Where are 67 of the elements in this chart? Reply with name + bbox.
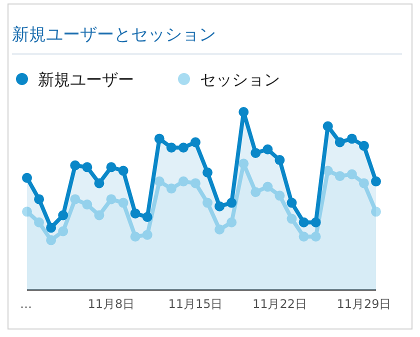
point <box>334 171 345 182</box>
point <box>178 176 188 186</box>
point <box>310 232 321 242</box>
point <box>130 208 140 218</box>
point <box>106 162 116 172</box>
point <box>46 222 56 233</box>
point <box>142 230 152 240</box>
point <box>166 142 176 153</box>
point <box>142 212 152 222</box>
point <box>70 194 80 204</box>
point <box>358 140 369 151</box>
point <box>262 144 273 154</box>
point <box>238 158 249 169</box>
point <box>34 194 44 204</box>
chart-title: 新規ユーザーとセッション <box>12 25 216 45</box>
point <box>358 178 369 188</box>
point <box>118 198 128 208</box>
x-tick-label: 11月22日 <box>252 297 307 311</box>
point <box>190 137 200 148</box>
point <box>346 134 357 144</box>
point <box>298 217 309 228</box>
point <box>130 232 140 242</box>
point <box>190 178 200 188</box>
point <box>34 217 44 228</box>
point <box>82 200 92 210</box>
x-tick-label: … <box>20 297 32 311</box>
point <box>346 169 357 180</box>
point <box>118 166 128 176</box>
point <box>250 187 261 198</box>
point <box>226 198 237 208</box>
x-tick-label: 11月15日 <box>168 297 223 311</box>
point <box>202 168 213 178</box>
point <box>214 201 225 212</box>
point <box>214 224 225 234</box>
point <box>58 226 68 236</box>
point <box>94 210 104 220</box>
point <box>371 206 381 217</box>
x-tick-label: 11月8日 <box>88 297 135 311</box>
point <box>334 137 345 148</box>
point <box>371 176 381 186</box>
point <box>22 172 32 183</box>
legend-label: セッション <box>200 70 280 89</box>
point <box>310 217 321 228</box>
point <box>250 148 261 158</box>
point <box>202 198 213 208</box>
point <box>166 184 176 194</box>
point <box>70 160 80 170</box>
point <box>154 134 164 144</box>
point <box>82 162 92 172</box>
point <box>58 210 68 220</box>
point <box>46 235 56 246</box>
point <box>106 194 116 204</box>
point <box>22 206 32 217</box>
point <box>298 232 309 242</box>
point <box>226 217 237 228</box>
point <box>286 214 297 224</box>
point <box>154 176 164 186</box>
point <box>322 121 333 132</box>
point <box>274 155 285 166</box>
point <box>178 142 188 153</box>
point <box>286 198 297 208</box>
point <box>238 107 249 117</box>
point <box>274 190 285 201</box>
point <box>262 182 273 192</box>
x-tick-label: 11月29日 <box>336 297 392 311</box>
legend-label: 新規ユーザー <box>38 70 134 89</box>
point <box>94 178 104 188</box>
